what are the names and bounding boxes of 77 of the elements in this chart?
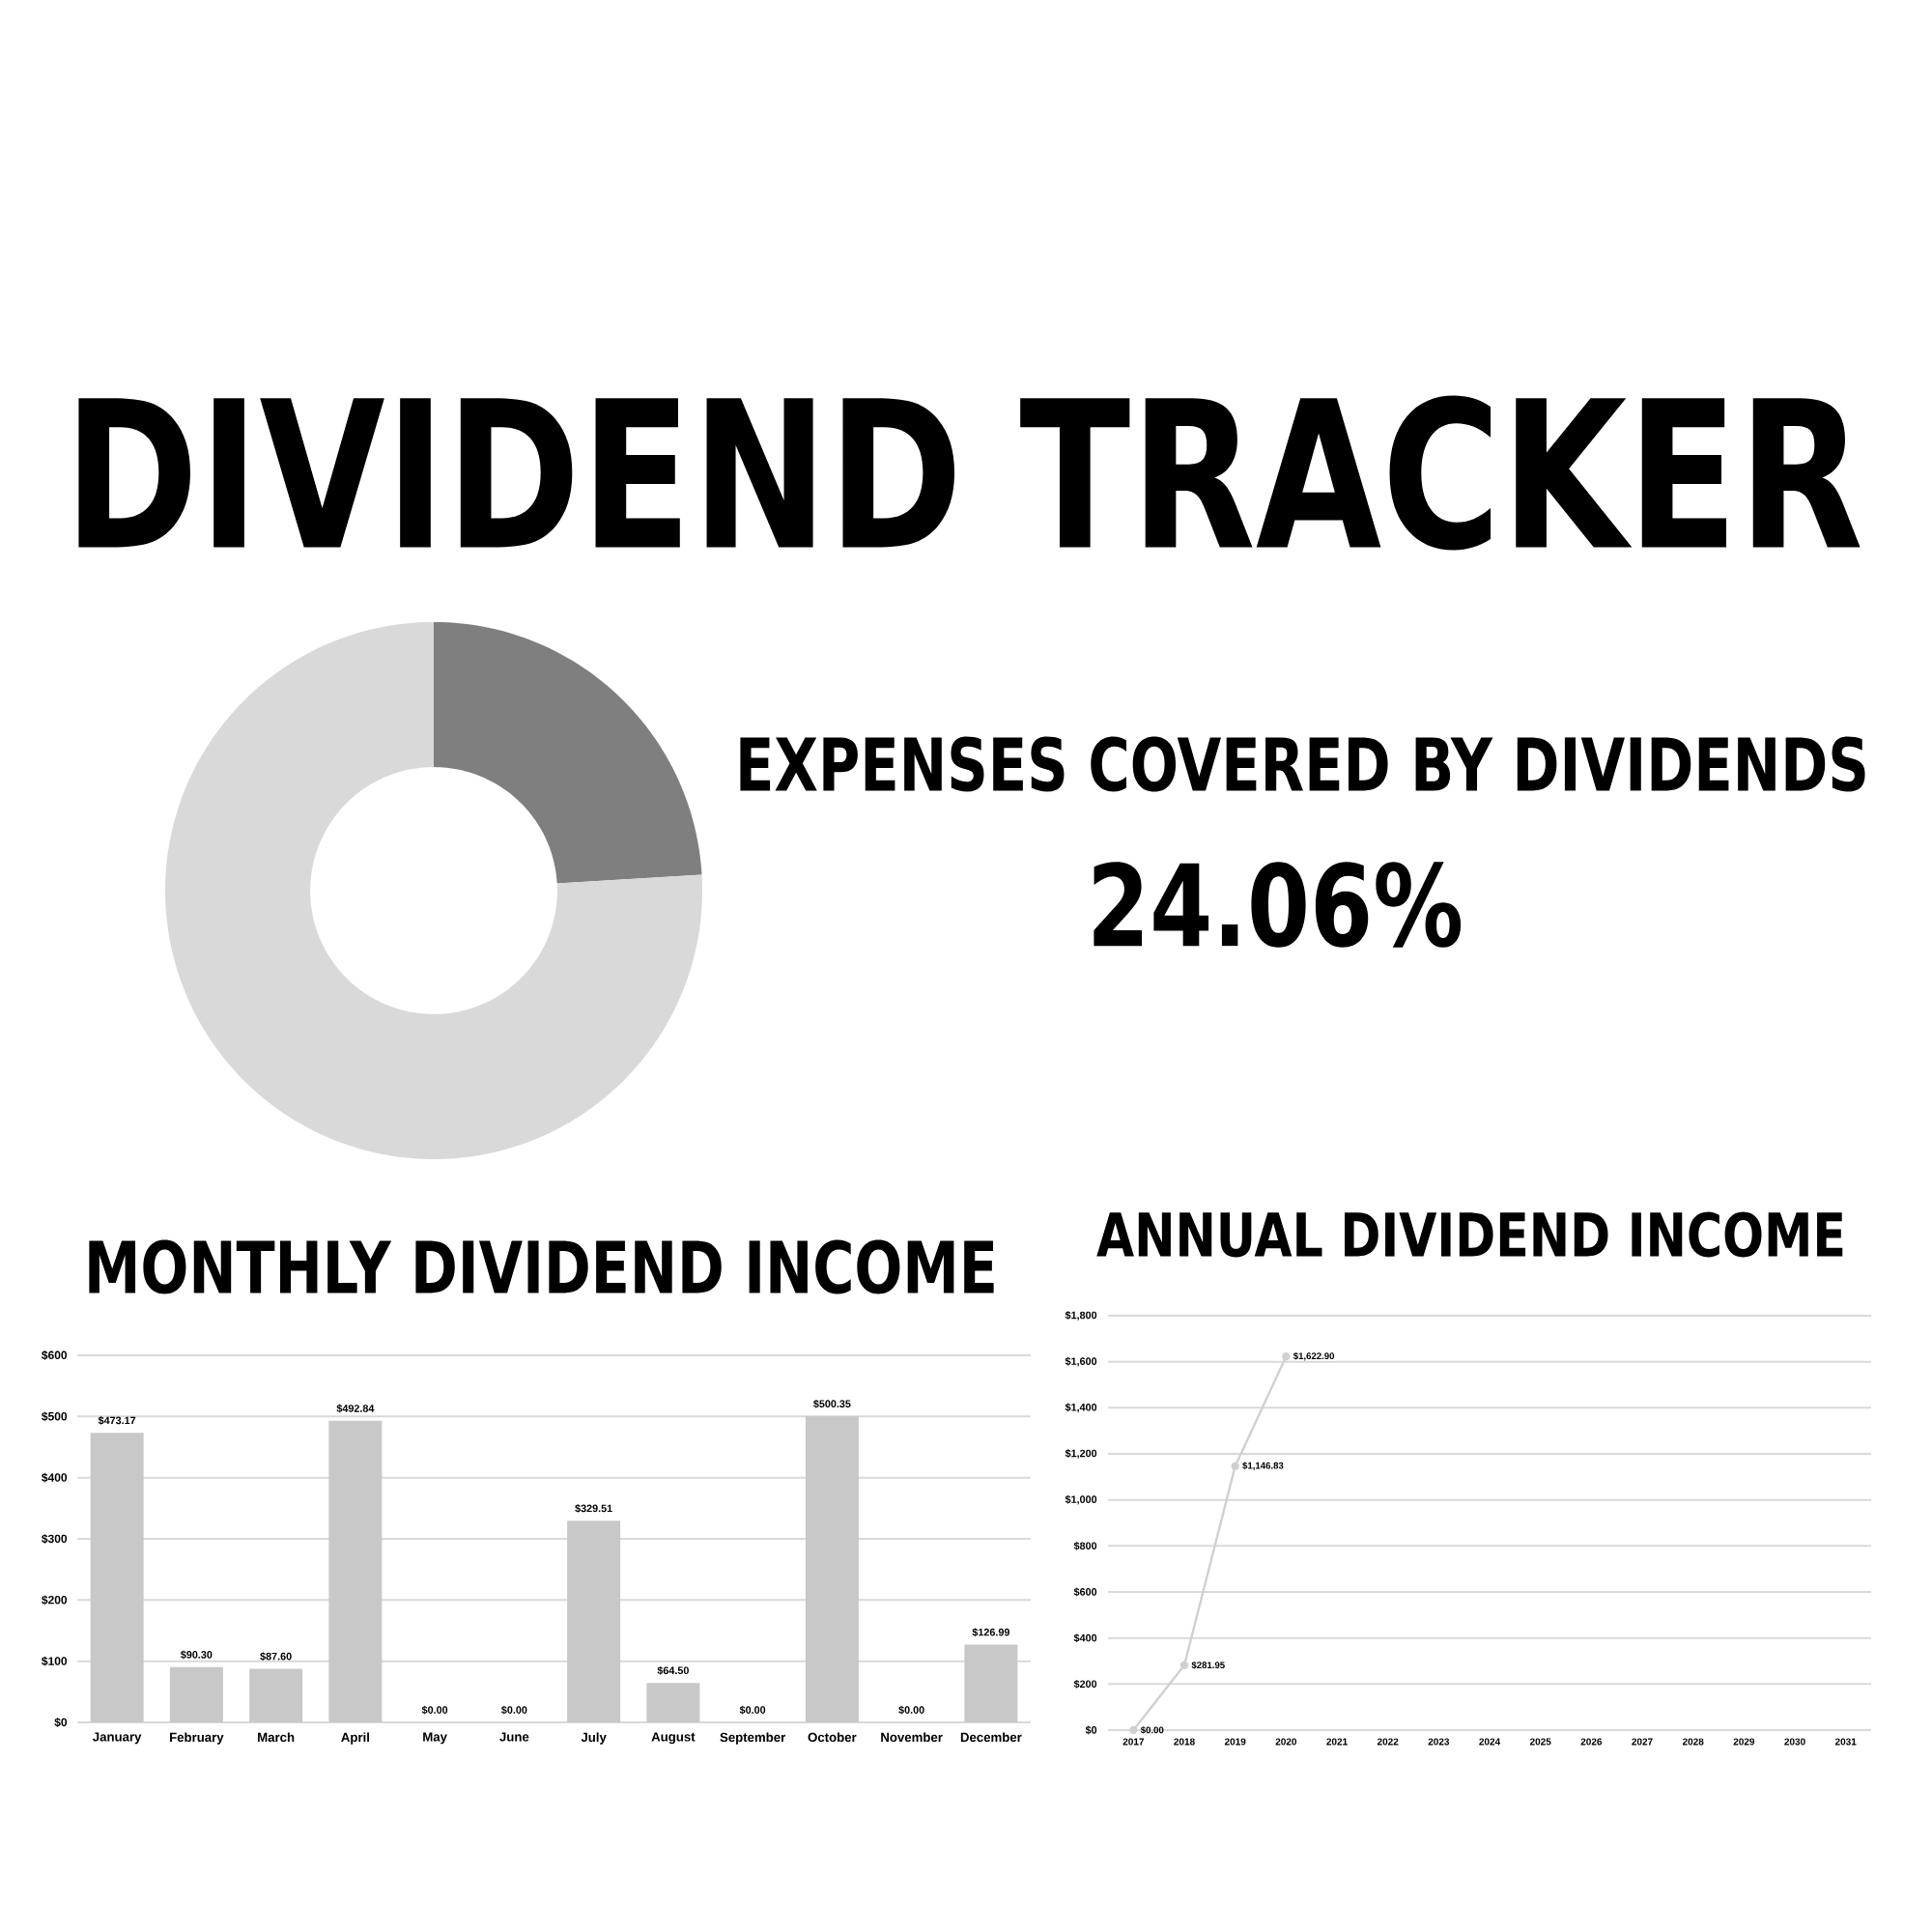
y-tick-label: $0 <box>1085 1725 1097 1735</box>
point <box>1179 1661 1189 1669</box>
bar <box>169 1666 223 1722</box>
data-label: $0.00 <box>1140 1726 1164 1734</box>
y-tick-label: $400 <box>1073 1634 1097 1643</box>
y-tick-label: $0 <box>54 1718 68 1727</box>
data-label: $126.99 <box>972 1628 1010 1637</box>
data-label: $500.35 <box>813 1399 851 1408</box>
bar <box>249 1668 303 1722</box>
data-label: $0.00 <box>898 1705 924 1715</box>
bar <box>567 1520 621 1722</box>
text: 24.06% <box>1094 862 1462 948</box>
bar <box>805 1416 859 1722</box>
x-tick-label: March <box>258 1732 295 1743</box>
y-tick-label: $200 <box>1073 1679 1097 1689</box>
bar <box>90 1433 144 1722</box>
x-tick-label: November <box>881 1732 943 1743</box>
x-tick-label: 2018 <box>1174 1738 1195 1746</box>
data-label: $87.60 <box>260 1652 292 1662</box>
x-tick-label: August <box>651 1732 696 1745</box>
data-label: $90.30 <box>181 1650 213 1660</box>
y-tick-label: $100 <box>42 1656 68 1666</box>
chart-title: ANNUAL DIVIDEND INCOME <box>1096 1211 1843 1258</box>
y-tick-label: $1,800 <box>1065 1311 1097 1321</box>
bar <box>328 1420 383 1722</box>
point <box>1129 1725 1138 1735</box>
data-label: $0.00 <box>501 1705 527 1715</box>
x-tick-label: May <box>423 1732 447 1745</box>
x-tick-label: July <box>581 1732 607 1745</box>
x-tick-label: 2025 <box>1529 1738 1551 1746</box>
y-tick-label: $500 <box>42 1411 68 1422</box>
text: EXPENSES COVERED BY DIVIDENDS <box>740 736 1865 792</box>
data-label: $64.50 <box>657 1665 689 1675</box>
x-tick-label: 2022 <box>1377 1738 1399 1746</box>
x-tick-label: January <box>93 1732 142 1745</box>
y-tick-label: $600 <box>1073 1587 1097 1597</box>
y-tick-label: $200 <box>42 1595 68 1605</box>
x-tick-label: 2031 <box>1834 1738 1857 1746</box>
x-tick-label: September <box>720 1732 786 1745</box>
y-tick-label: $400 <box>42 1472 68 1483</box>
x-tick-label: October <box>808 1732 857 1743</box>
x-tick-label: 2020 <box>1275 1738 1297 1746</box>
x-tick-label: 2019 <box>1224 1738 1246 1746</box>
data-label: $1,622.90 <box>1293 1351 1335 1361</box>
x-tick-label: 2028 <box>1682 1738 1704 1746</box>
x-tick-label: 2024 <box>1479 1738 1501 1746</box>
x-tick-label: 2029 <box>1733 1738 1755 1746</box>
x-tick-label: February <box>170 1732 224 1745</box>
x-tick-label: 2021 <box>1326 1738 1348 1746</box>
data-label: $0.00 <box>739 1705 766 1715</box>
x-tick-label: December <box>960 1732 1022 1743</box>
x-tick-label: 2027 <box>1632 1738 1653 1746</box>
y-tick-label: $1,000 <box>1065 1494 1097 1505</box>
y-tick-label: $1,400 <box>1065 1403 1097 1413</box>
data-label: $1,146.83 <box>1242 1462 1284 1470</box>
bar <box>964 1644 1018 1722</box>
point <box>1231 1462 1239 1470</box>
bar <box>646 1683 700 1722</box>
text: DIVIDEND TRACKER <box>78 395 1861 551</box>
chart-title: MONTHLY DIVIDEND INCOME <box>89 1239 994 1294</box>
x-tick-label: 2023 <box>1428 1738 1450 1746</box>
data-label: $0.00 <box>421 1705 448 1715</box>
y-tick-label: $800 <box>1073 1541 1097 1550</box>
x-tick-label: 2030 <box>1784 1738 1805 1746</box>
x-tick-label: April <box>341 1732 369 1745</box>
data-label: $329.51 <box>575 1504 612 1513</box>
data-label: $281.95 <box>1191 1661 1225 1669</box>
y-tick-label: $1,600 <box>1065 1356 1097 1367</box>
y-tick-label: $300 <box>42 1534 68 1544</box>
x-tick-label: 2017 <box>1122 1738 1145 1746</box>
x-tick-label: June <box>499 1732 529 1742</box>
y-tick-label: $1,200 <box>1065 1449 1097 1459</box>
data-label: $473.17 <box>98 1416 136 1425</box>
point <box>1282 1352 1291 1361</box>
data-label: $492.84 <box>336 1404 375 1413</box>
x-tick-label: 2026 <box>1580 1738 1603 1746</box>
y-tick-label: $600 <box>42 1350 68 1360</box>
